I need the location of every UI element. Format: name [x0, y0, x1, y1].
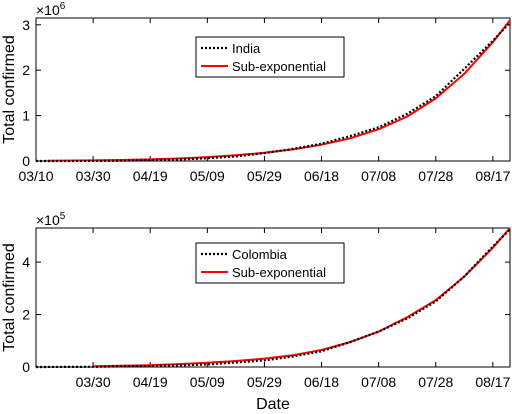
x-tick-label: 03/30: [76, 374, 111, 390]
legend-entry: Sub-exponential: [232, 59, 326, 74]
panel-2: 0 2 4 03/30 04/19 05/09 05/29 06/18 07/08 07/28 08…: [1, 211, 511, 413]
x-tick-label: 08/17: [475, 374, 510, 390]
x-tick-label: 07/28: [418, 374, 453, 390]
plot-frame: [35, 17, 511, 162]
plot-frame: [35, 227, 511, 368]
x-tick-label: 06/18: [304, 168, 339, 184]
legend-entry: Sub-exponential: [232, 265, 326, 280]
y-axis-label: Total confirmed: [1, 35, 18, 144]
y-tick-label: 3: [22, 17, 30, 33]
legend: Colombia Sub-exponential: [195, 242, 345, 284]
x-tick-label: 07/08: [361, 168, 396, 184]
y-tick-label: 2: [22, 307, 30, 323]
x-tick-label: 08/17: [475, 168, 510, 184]
y-multiplier: ×106: [36, 1, 66, 18]
y-axis-label: Total confirmed: [1, 243, 18, 352]
x-tick-label: 05/09: [190, 374, 225, 390]
x-tick-label: 03/30: [76, 168, 111, 184]
panel-1: 0 1 2 3 03/10 03/30 04/19 05/09 05/29 06/18 07/08 0…: [1, 1, 511, 184]
x-tick-label: 05/09: [190, 168, 225, 184]
legend-entry: Colombia: [232, 247, 288, 262]
x-tick-label: 04/19: [133, 168, 168, 184]
legend-box: [195, 242, 345, 284]
legend-entry: India: [232, 41, 261, 56]
x-tick-label: 07/28: [418, 168, 453, 184]
legend: India Sub-exponential: [195, 36, 345, 78]
series-line-india: [36, 21, 511, 163]
series-line-colombia: [35, 228, 511, 369]
x-tick-label: 03/10: [18, 168, 53, 184]
y-tick-label: 0: [22, 153, 30, 169]
y-tick-label: 1: [22, 108, 30, 124]
y-multiplier: ×105: [36, 211, 66, 228]
x-tick-label: 07/08: [361, 374, 396, 390]
x-tick-label: 06/18: [304, 374, 339, 390]
x-tick-label: 04/19: [133, 374, 168, 390]
x-tick-label: 05/29: [247, 374, 282, 390]
legend-box: [195, 36, 345, 78]
x-tick-label: 05/29: [247, 168, 282, 184]
x-axis-label: Date: [256, 396, 290, 413]
y-tick-label: 4: [22, 254, 30, 270]
y-tick-label: 0: [22, 359, 30, 375]
y-tick-label: 2: [22, 62, 30, 78]
